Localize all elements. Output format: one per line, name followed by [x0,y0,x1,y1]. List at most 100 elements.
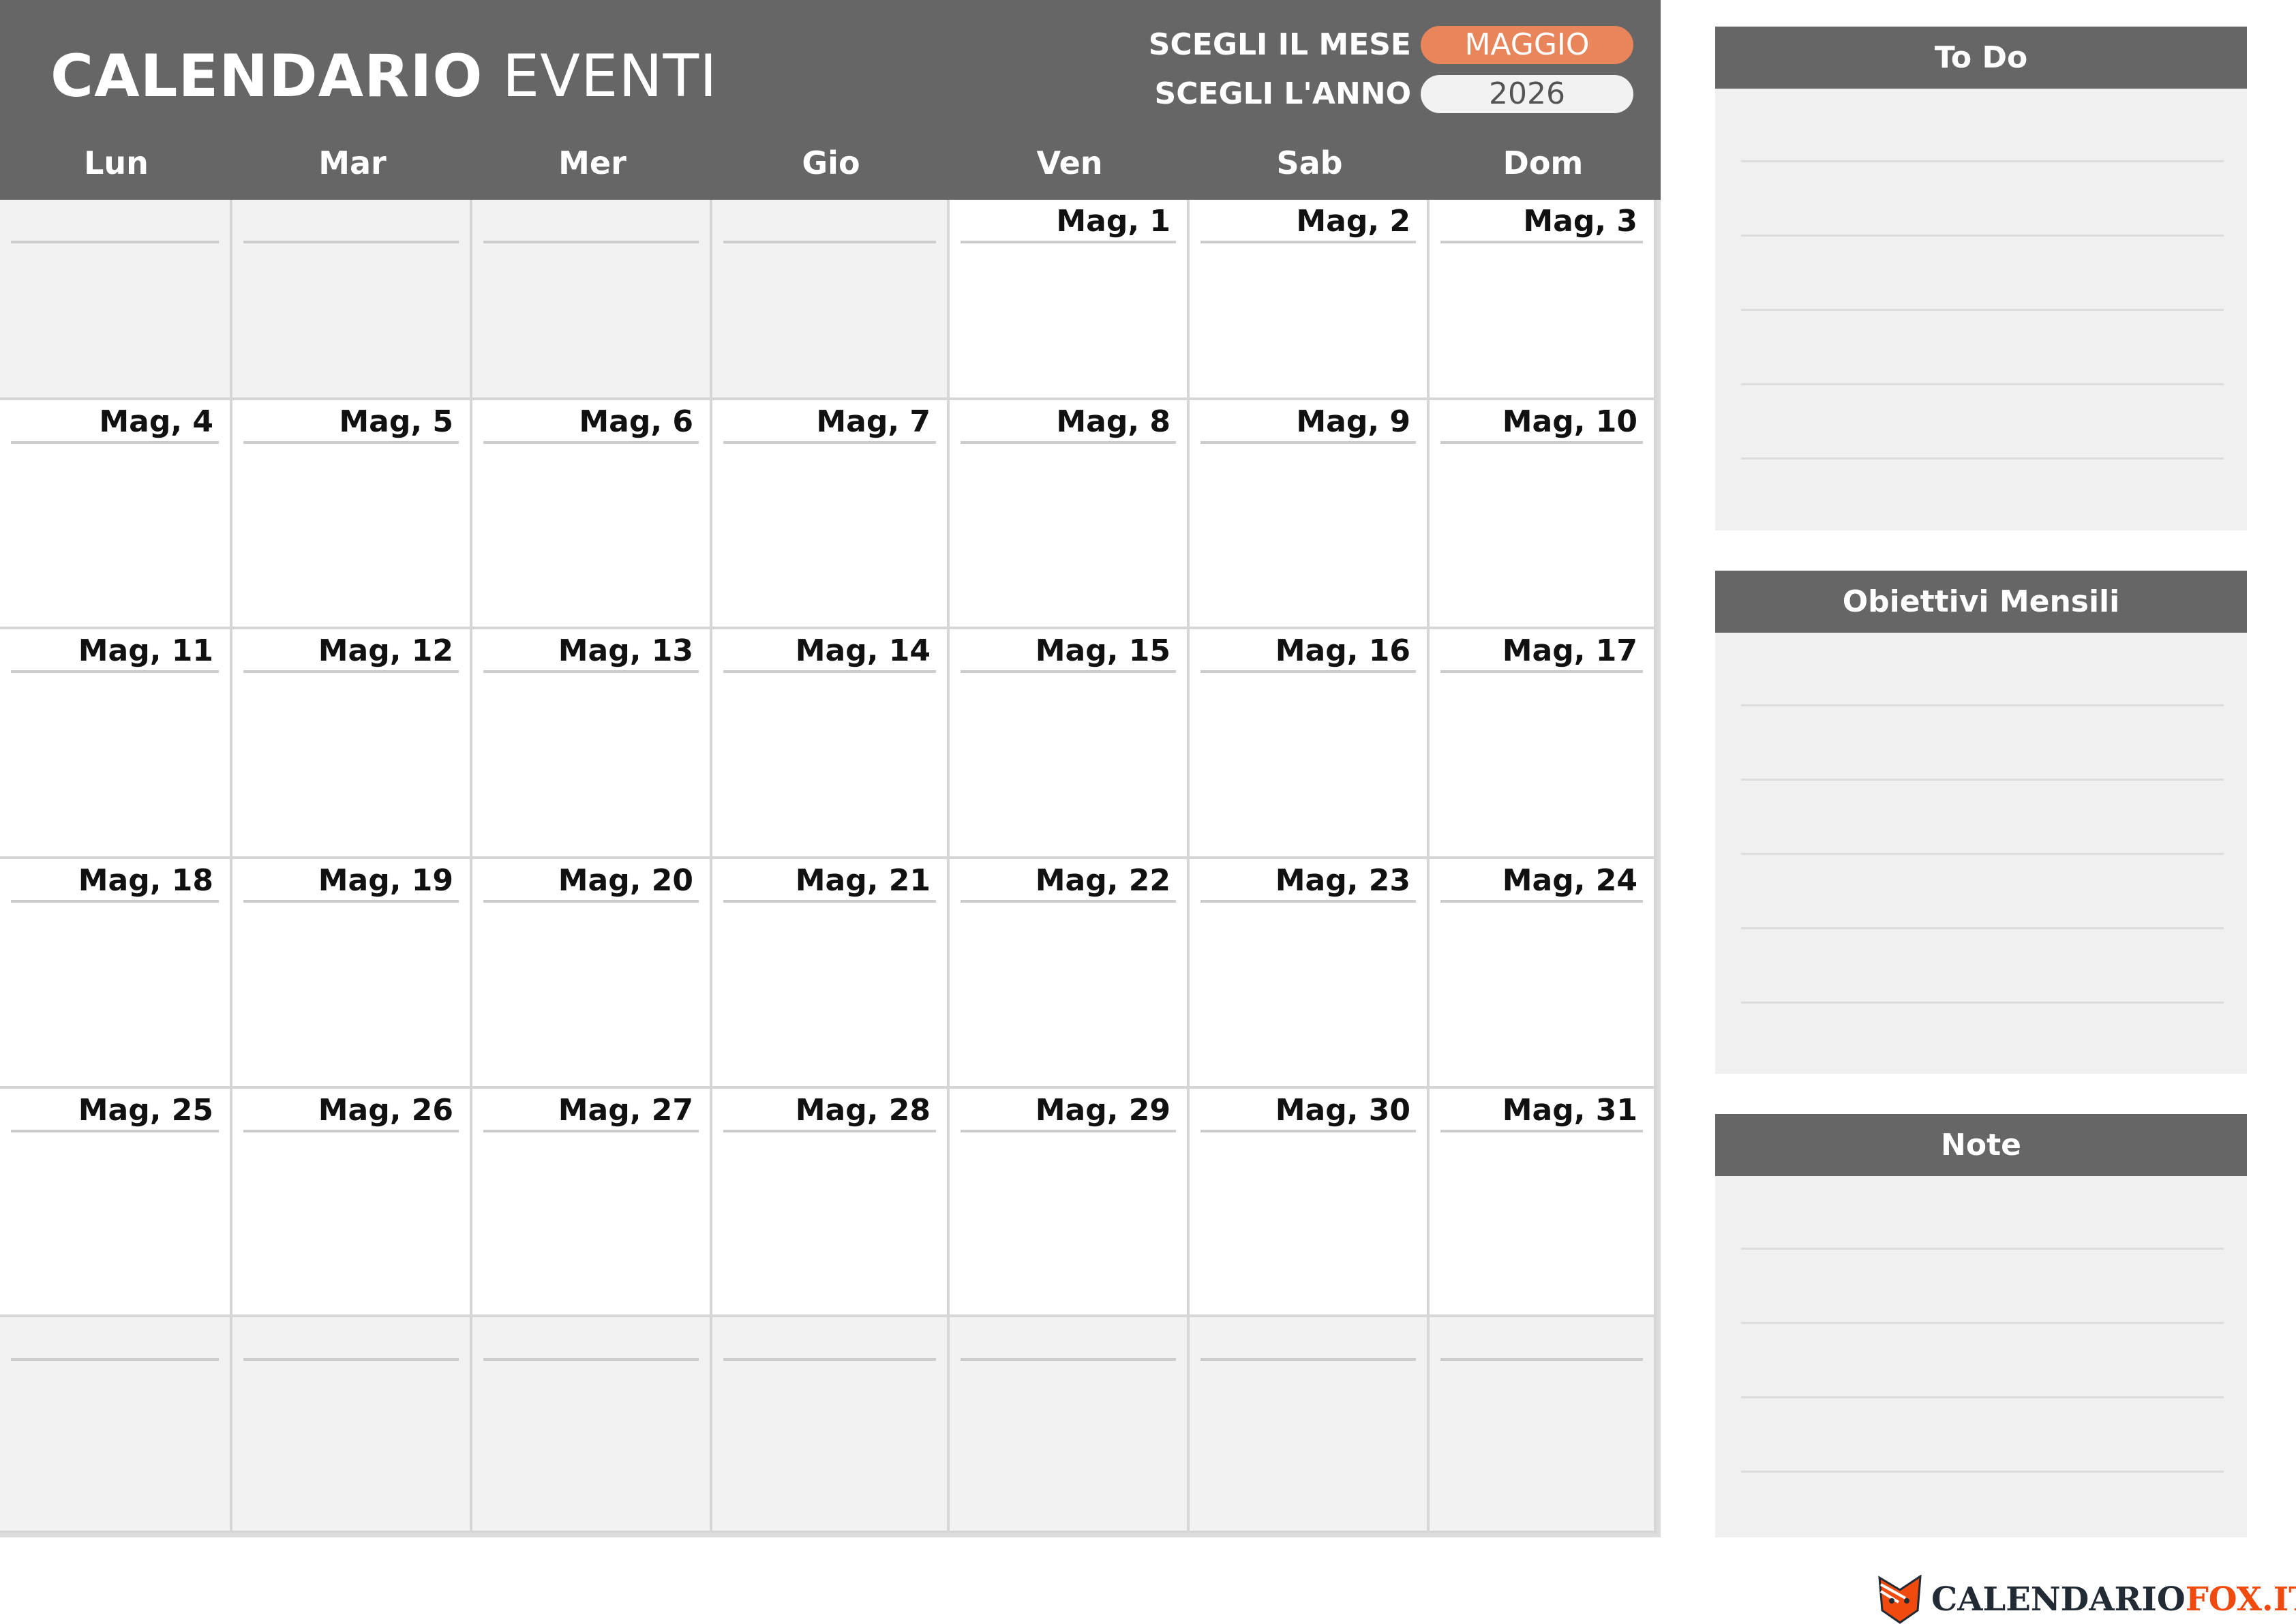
day-cell[interactable]: Mag, 7 [712,400,950,629]
page-title: CALENDARIO EVENTI [50,42,718,110]
writing-line[interactable] [1741,704,2224,706]
day-cell[interactable]: Mag, 16 [1190,629,1430,859]
title-bold: CALENDARIO [50,42,483,110]
writing-line[interactable] [1741,779,2224,781]
logo-text-orange: FOX.IT [2185,1580,2296,1619]
day-label: Mag, 25 [11,1089,219,1132]
day-cell[interactable]: Mag, 9 [1190,400,1430,629]
day-label [1440,1317,1643,1361]
month-select[interactable]: MAGGIO [1421,26,1633,64]
day-label: Mag, 5 [243,400,459,444]
day-label: Mag, 14 [723,629,936,673]
day-cell[interactable]: Mag, 31 [1430,1089,1657,1317]
writing-line[interactable] [1741,1322,2224,1324]
writing-line[interactable] [1741,853,2224,855]
day-label: Mag, 18 [11,859,219,903]
day-label: Mag, 30 [1200,1089,1416,1132]
empty-day-cell[interactable] [0,200,232,400]
calendar-grid: Mag, 1 Mag, 2 Mag, 3 Mag, 4 Mag, 5 Mag, 6 Mag,… [0,200,1661,1537]
day-cell[interactable]: Mag, 10 [1430,400,1657,629]
empty-day-cell[interactable] [712,1317,950,1533]
day-label: Mag, 31 [1440,1089,1643,1132]
day-cell[interactable]: Mag, 18 [0,859,232,1089]
day-label: Mag, 29 [961,1089,1176,1132]
day-cell[interactable]: Mag, 5 [232,400,472,629]
day-cell[interactable]: Mag, 30 [1190,1089,1430,1317]
day-label [961,1317,1176,1361]
day-label: Mag, 26 [243,1089,459,1132]
day-label [723,200,936,243]
day-cell[interactable]: Mag, 23 [1190,859,1430,1089]
empty-day-cell[interactable] [472,200,712,400]
fox-icon [1878,1575,1922,1624]
day-cell[interactable]: Mag, 29 [950,1089,1190,1317]
empty-day-cell[interactable] [472,1317,712,1533]
writing-line[interactable] [1741,235,2224,237]
day-label: Mag, 9 [1200,400,1416,444]
writing-line[interactable] [1741,1002,2224,1004]
empty-day-cell[interactable] [0,1317,232,1533]
writing-line[interactable] [1741,1471,2224,1473]
panel-title: To Do [1715,27,2247,89]
day-cell[interactable]: Mag, 4 [0,400,232,629]
day-cell[interactable]: Mag, 25 [0,1089,232,1317]
empty-day-cell[interactable] [232,1317,472,1533]
day-label [1200,1317,1416,1361]
day-label: Mag, 11 [11,629,219,673]
empty-day-cell[interactable] [232,200,472,400]
day-cell[interactable]: Mag, 28 [712,1089,950,1317]
weekday-mar: Mar [318,145,387,181]
calendar-header: CALENDARIO EVENTI SCEGLI IL MESE MAGGIO … [0,0,1661,200]
day-label: Mag, 3 [1440,200,1643,243]
day-cell[interactable]: Mag, 24 [1430,859,1657,1089]
day-label: Mag, 20 [483,859,699,903]
logo-text-dark: CALENDARIO [1931,1580,2186,1619]
day-cell[interactable]: Mag, 2 [1190,200,1430,400]
day-label [243,1317,459,1361]
day-label: Mag, 21 [723,859,936,903]
title-regular: EVENTI [502,42,718,110]
day-cell[interactable]: Mag, 26 [232,1089,472,1317]
empty-day-cell[interactable] [950,1317,1190,1533]
panel-to-do: To Do [1715,27,2247,530]
day-label: Mag, 23 [1200,859,1416,903]
writing-line[interactable] [1741,160,2224,162]
day-cell[interactable]: Mag, 19 [232,859,472,1089]
weekday-lun: Lun [84,145,149,181]
day-cell[interactable]: Mag, 8 [950,400,1190,629]
day-cell[interactable]: Mag, 22 [950,859,1190,1089]
day-label: Mag, 17 [1440,629,1643,673]
writing-line[interactable] [1741,457,2224,460]
day-cell[interactable]: Mag, 17 [1430,629,1657,859]
day-cell[interactable]: Mag, 27 [472,1089,712,1317]
day-cell[interactable]: Mag, 15 [950,629,1190,859]
day-cell[interactable]: Mag, 20 [472,859,712,1089]
day-cell[interactable]: Mag, 13 [472,629,712,859]
year-select[interactable]: 2026 [1421,75,1633,113]
writing-line[interactable] [1741,927,2224,929]
day-label: Mag, 27 [483,1089,699,1132]
day-label: Mag, 10 [1440,400,1643,444]
weekday-dom: Dom [1502,145,1584,181]
panel-title: Obiettivi Mensili [1715,571,2247,633]
day-cell[interactable]: Mag, 14 [712,629,950,859]
empty-day-cell[interactable] [1430,1317,1657,1533]
day-label: Mag, 12 [243,629,459,673]
day-label: Mag, 6 [483,400,699,444]
empty-day-cell[interactable] [1190,1317,1430,1533]
day-label: Mag, 15 [961,629,1176,673]
panel-title: Note [1715,1114,2247,1176]
day-cell[interactable]: Mag, 11 [0,629,232,859]
empty-day-cell[interactable] [712,200,950,400]
day-cell[interactable]: Mag, 3 [1430,200,1657,400]
day-cell[interactable]: Mag, 6 [472,400,712,629]
day-cell[interactable]: Mag, 21 [712,859,950,1089]
day-cell[interactable]: Mag, 1 [950,200,1190,400]
writing-line[interactable] [1741,1248,2224,1250]
writing-line[interactable] [1741,309,2224,311]
day-label [483,200,699,243]
weekday-gio: Gio [802,145,860,181]
day-cell[interactable]: Mag, 12 [232,629,472,859]
writing-line[interactable] [1741,1396,2224,1398]
writing-line[interactable] [1741,383,2224,385]
